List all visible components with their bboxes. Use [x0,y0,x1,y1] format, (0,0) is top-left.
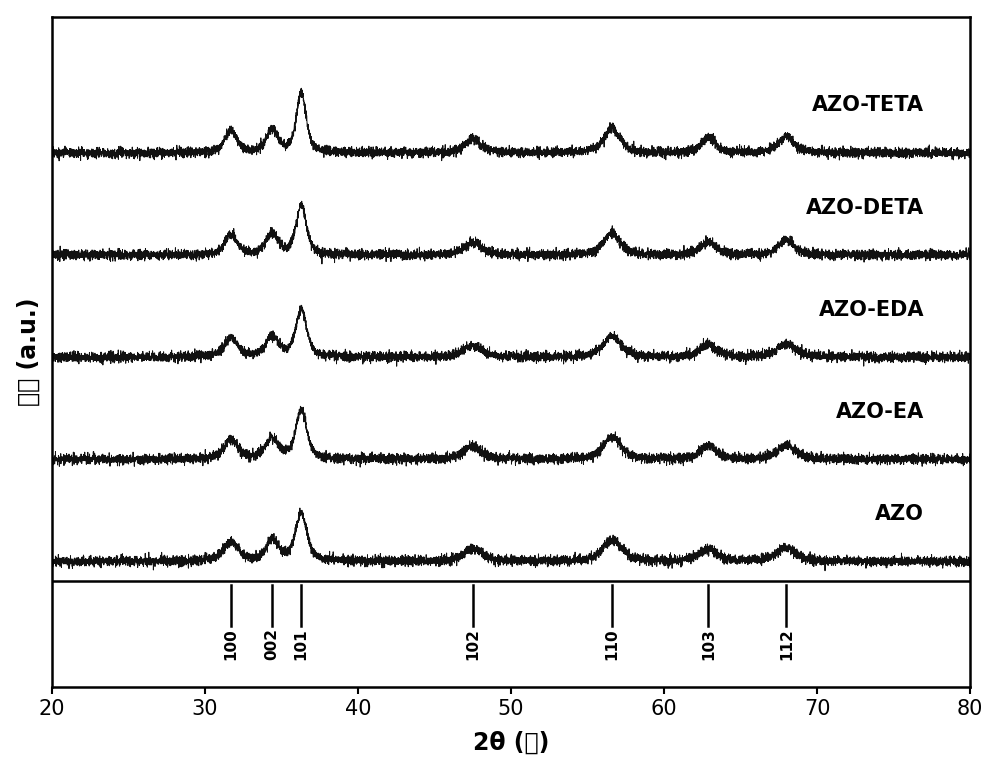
Text: AZO-TETA: AZO-TETA [812,96,924,116]
Text: 112: 112 [779,628,794,660]
Y-axis label: 强度 (a.u.): 强度 (a.u.) [17,298,41,406]
X-axis label: 2θ (度): 2θ (度) [473,730,549,754]
Text: AZO-DETA: AZO-DETA [806,197,924,217]
Text: AZO: AZO [875,504,924,524]
Text: 110: 110 [604,628,619,660]
Text: 103: 103 [701,628,716,660]
Text: 100: 100 [223,628,238,660]
Text: 002: 002 [265,628,280,660]
Text: AZO-EA: AZO-EA [836,402,924,422]
Text: 101: 101 [294,628,309,660]
Text: AZO-EDA: AZO-EDA [819,300,924,320]
Text: 102: 102 [465,628,480,660]
